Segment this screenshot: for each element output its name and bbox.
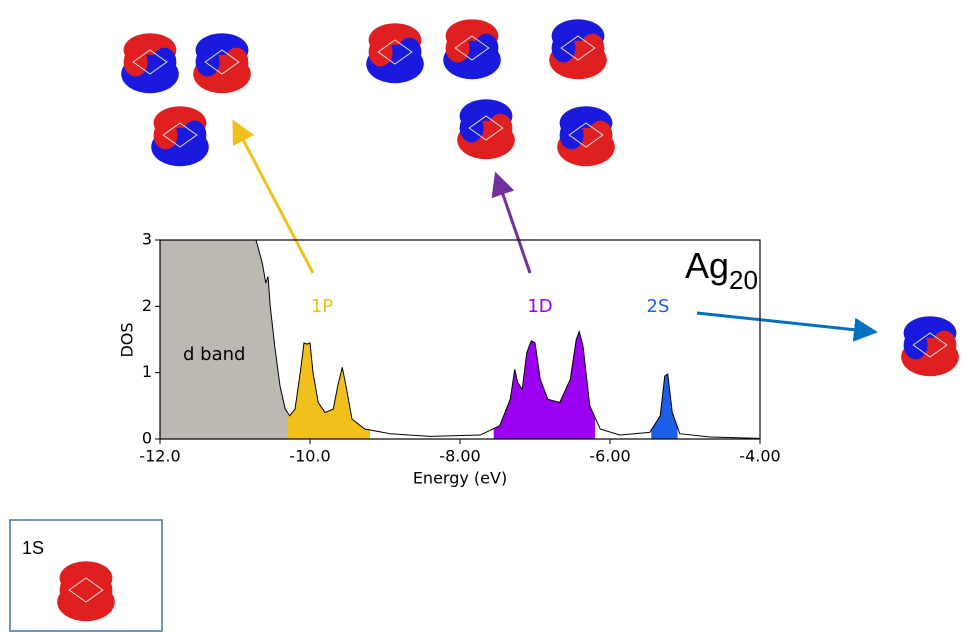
lobe (123, 47, 148, 77)
band-area (651, 373, 678, 439)
orbital-images (57, 19, 959, 622)
x-tick-label: -10.0 (289, 447, 330, 466)
lobe (397, 37, 422, 67)
lobe (153, 120, 178, 150)
band-label: d band (183, 344, 245, 365)
lobe (459, 113, 484, 143)
inset-box (9, 519, 163, 632)
x-tick-label: -12.0 (139, 447, 180, 466)
band-label: 1P (311, 296, 333, 317)
cage (162, 122, 198, 148)
cage (568, 122, 604, 148)
lobe (580, 33, 605, 63)
annotation: Ag20 (685, 245, 758, 295)
cage (132, 49, 168, 75)
lobe (932, 330, 957, 360)
lobe (474, 33, 499, 63)
annotation-text: Ag (685, 245, 729, 286)
lobe (559, 120, 584, 150)
lobe (488, 113, 513, 143)
arrow (232, 119, 315, 274)
cage (204, 49, 240, 75)
x-tick-label: -4.00 (739, 447, 780, 466)
y-tick-label: 2 (142, 296, 152, 315)
dos-line (160, 240, 760, 439)
lobe (588, 120, 613, 150)
lobe (551, 33, 576, 63)
lobe (903, 330, 928, 360)
cage (468, 115, 504, 141)
annotation-subscript: 20 (729, 265, 758, 295)
lobe (224, 47, 249, 77)
arrow (696, 311, 878, 342)
band-area (160, 240, 288, 439)
lobe (368, 37, 393, 67)
band-label: 2S (647, 296, 670, 317)
band-area (287, 342, 370, 439)
lobe (88, 575, 113, 605)
cage (377, 39, 413, 65)
lobe (182, 120, 207, 150)
inset-label: 1S (22, 538, 44, 558)
lobe (195, 47, 220, 77)
arrow (491, 171, 532, 274)
x-axis-label: Energy (eV) (413, 469, 507, 488)
y-axis-label: DOS (118, 322, 137, 357)
y-tick-label: 0 (142, 429, 152, 448)
cage (912, 332, 948, 358)
band-area (493, 331, 595, 439)
cage (454, 35, 490, 61)
y-tick-label: 3 (142, 230, 152, 249)
x-tick-label: -8.00 (439, 447, 480, 466)
lobe (445, 33, 470, 63)
cage (560, 35, 596, 61)
cage (68, 577, 104, 603)
lobe (152, 47, 177, 77)
band-label: 1D (527, 296, 552, 317)
y-tick-label: 1 (142, 362, 152, 381)
lobe (59, 575, 84, 605)
x-tick-label: -6.00 (589, 447, 630, 466)
